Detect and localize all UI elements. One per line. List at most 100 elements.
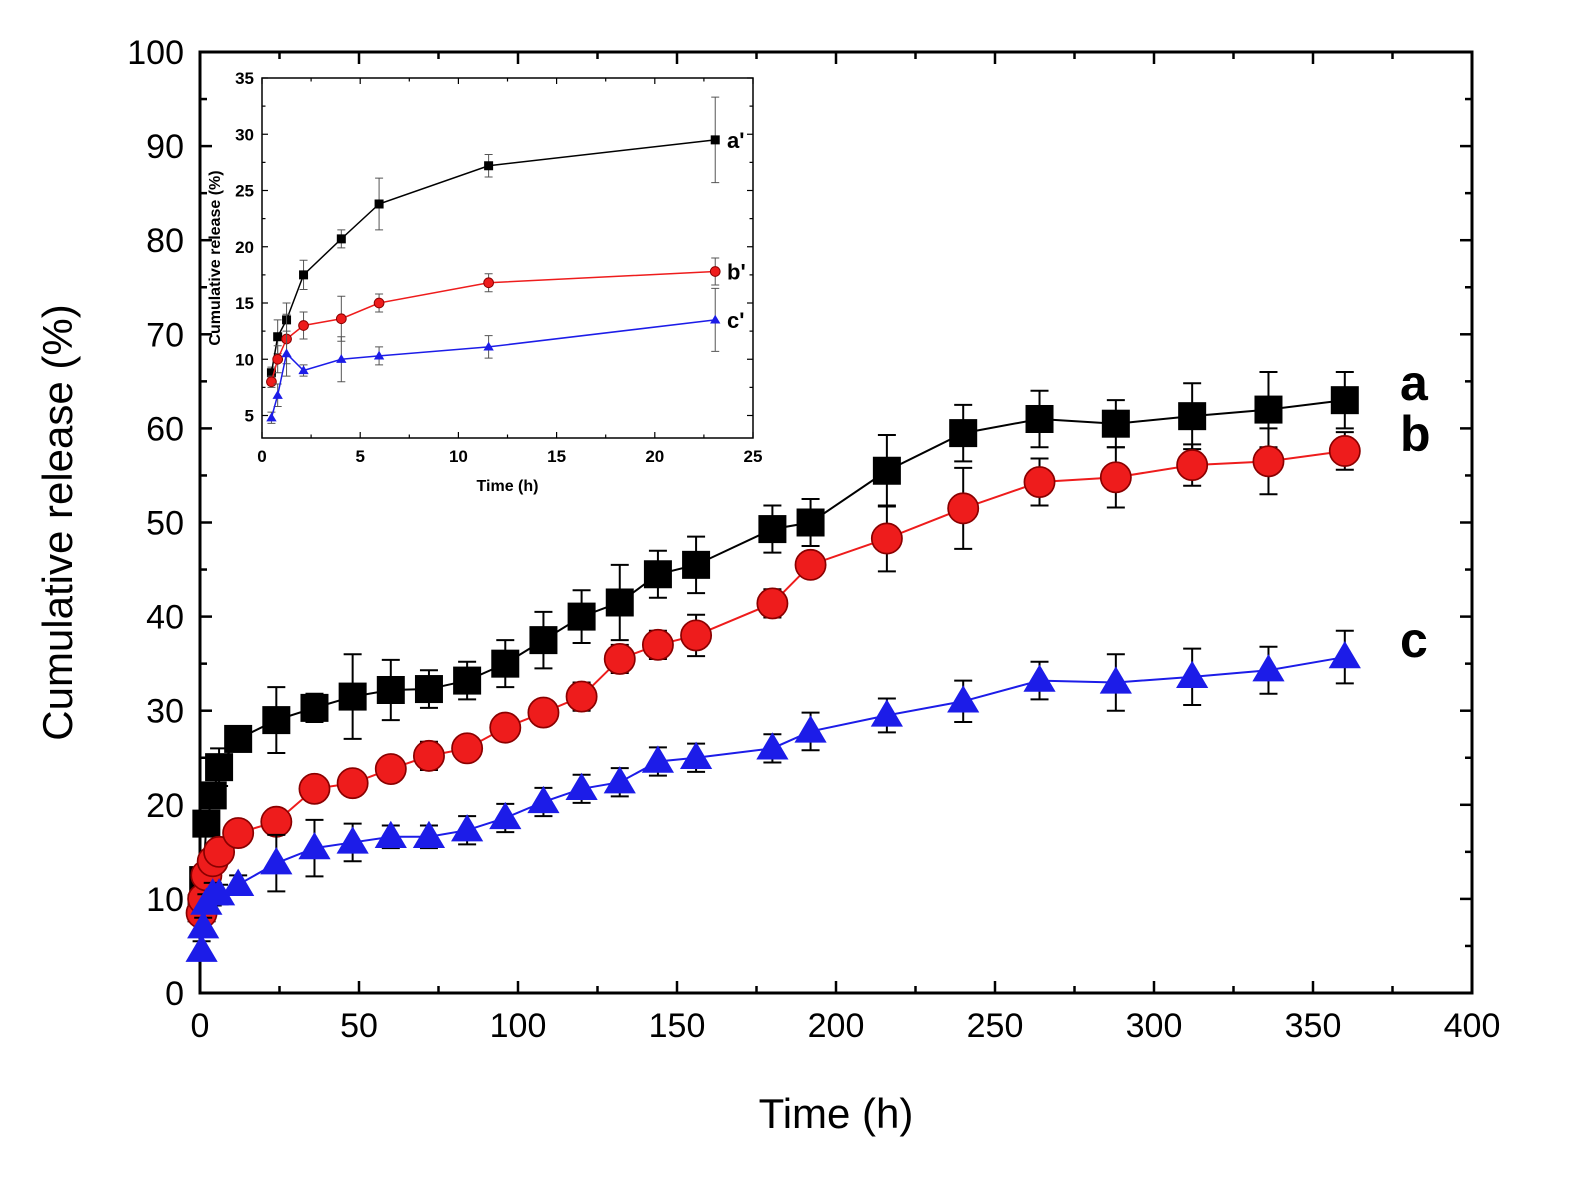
undefineddata-point	[203, 835, 236, 868]
undefineddata-point	[222, 868, 255, 896]
undefineddata-point	[272, 390, 283, 399]
undefineddata-point	[1176, 449, 1209, 482]
undefineddata-point	[412, 820, 446, 848]
undefinedy-tick-label: 20	[235, 238, 254, 257]
undefineddata-point	[794, 715, 827, 743]
undefineddata-point	[374, 753, 407, 786]
undefinedseries-label: a'	[727, 128, 744, 153]
undefinedx-axis-title: Time (h)	[477, 478, 539, 495]
undefineddata-point	[376, 675, 405, 704]
undefinedy-tick-label: 60	[146, 410, 184, 448]
undefineddata-point	[796, 508, 825, 537]
undefinedseries-line	[200, 656, 1345, 951]
undefinedy-tick-label: 100	[127, 34, 184, 72]
undefineddata-point	[1252, 654, 1285, 682]
inset-panel: 0 5 10 15 20 25 5 10 15 20 25 30 35 Time (h) Cumulativ…	[207, 69, 762, 495]
undefineddata-point	[1101, 409, 1130, 438]
undefineddata-point	[412, 739, 445, 772]
undefineddata-point	[338, 682, 367, 711]
undefineddata-point	[1252, 445, 1285, 478]
undefineddata-point	[192, 809, 221, 838]
undefineddata-point	[710, 314, 721, 324]
undefineddata-point	[202, 878, 236, 906]
undefineddata-point	[260, 847, 293, 875]
undefineddata-point	[336, 826, 369, 854]
undefineddata-point	[266, 412, 277, 422]
undefinedx-tick-label: 350	[1285, 1007, 1342, 1045]
undefineddata-point	[266, 376, 277, 388]
undefinedx-tick-label: 15	[547, 447, 566, 466]
undefineddata-point	[758, 515, 787, 544]
undefinedy-tick-label: 30	[146, 693, 184, 731]
undefineddata-point	[949, 419, 978, 448]
undefineddata-point	[336, 767, 369, 800]
undefineddata-point	[374, 199, 384, 209]
undefinedx-tick-label: 200	[808, 1007, 865, 1045]
undefineddata-point	[527, 696, 560, 729]
undefineddata-point	[222, 817, 255, 849]
undefineddata-point	[281, 348, 292, 358]
undefineddata-point	[679, 741, 713, 769]
undefinedy-axis-title: Cumulative release (%)	[207, 170, 224, 345]
undefinedseries-label: c	[1400, 612, 1428, 668]
undefinedx-tick-label: 250	[967, 1007, 1024, 1045]
undefinedx-tick-label: 0	[191, 1007, 210, 1045]
undefinedplot-frame	[261, 77, 754, 439]
undefineddata-point	[272, 353, 284, 365]
undefineddata-point	[453, 666, 482, 695]
undefineddata-point	[1330, 386, 1359, 415]
undefineddata-point	[298, 831, 331, 860]
undefineddata-point	[260, 805, 293, 838]
undefinedy-tick-label: 90	[146, 128, 184, 166]
undefinedx-tick-label: 10	[449, 447, 468, 466]
undefineddata-point	[643, 560, 672, 589]
undefineddata-point	[565, 680, 598, 713]
undefineddata-point	[682, 550, 711, 579]
undefinedy-tick-label: 30	[235, 125, 254, 144]
undefinedseries-label: b'	[727, 260, 746, 285]
undefineddata-point	[336, 234, 346, 244]
undefinedseries-label: c'	[727, 308, 744, 333]
undefineddata-point	[756, 732, 789, 760]
undefinedseries-line	[200, 399, 1345, 909]
undefineddata-point	[603, 766, 636, 794]
undefinedx-tick-label: 100	[490, 1007, 547, 1045]
undefineddata-point	[603, 642, 636, 675]
undefinedy-tick-label: 50	[146, 505, 184, 543]
undefineddata-point	[529, 626, 558, 655]
undefineddata-point	[1328, 640, 1361, 669]
undefineddata-point	[300, 693, 329, 722]
undefineddata-point	[298, 320, 309, 331]
undefinedy-tick-label: 10	[146, 881, 184, 919]
undefineddata-point	[451, 814, 484, 842]
undefineddata-point	[1328, 435, 1361, 467]
undefinedseries-b	[185, 427, 1361, 929]
undefinedy-tick-label: 15	[235, 294, 254, 313]
undefinedseries-label: b	[1400, 406, 1431, 462]
undefinedx-tick-label: 0	[257, 447, 266, 466]
undefinedx-tick-label: 25	[744, 447, 763, 466]
undefinedy-axis-title: Cumulative release (%)	[34, 304, 81, 741]
undefinedx-tick-label: 20	[645, 447, 664, 466]
undefineddata-point	[527, 785, 560, 814]
main-panel: 0 50 100 150 200 250 300 350 4000102030405060708…	[34, 34, 1500, 1137]
undefineddata-point	[870, 522, 903, 555]
undefineddata-point	[451, 732, 484, 765]
undefineddata-point	[198, 781, 227, 810]
undefineddata-point	[680, 619, 713, 652]
undefineddata-point	[710, 135, 720, 145]
undefineddata-point	[273, 332, 283, 342]
undefinedy-tick-label: 20	[146, 787, 184, 825]
undefineddata-point	[373, 350, 385, 360]
undefinedseries-bp	[266, 257, 721, 388]
undefineddata-point	[483, 341, 494, 351]
undefineddata-point	[709, 266, 721, 277]
undefineddata-point	[1099, 666, 1132, 694]
undefinedx-tick-label: 300	[1126, 1007, 1183, 1045]
undefinedx-tick-label: 5	[355, 447, 364, 466]
undefinedy-tick-label: 80	[146, 222, 184, 260]
undefineddata-point	[1025, 404, 1054, 433]
undefinedseries-cp	[266, 287, 721, 424]
undefineddata-point	[489, 711, 522, 744]
